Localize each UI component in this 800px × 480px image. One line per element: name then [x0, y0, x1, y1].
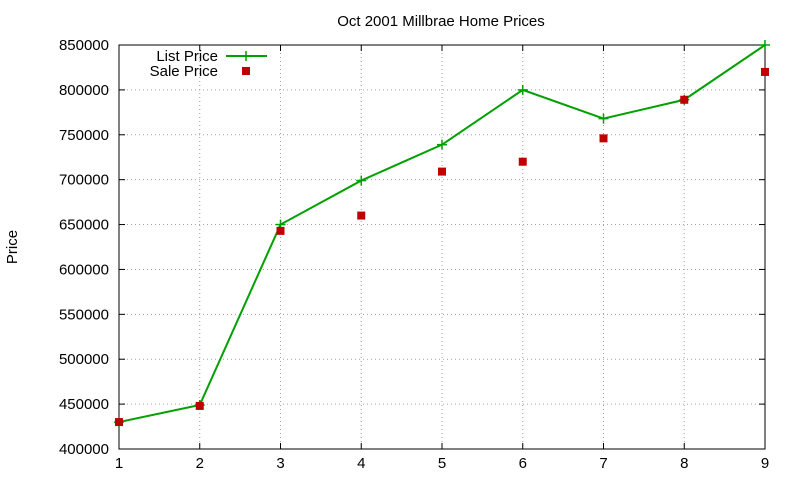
y-axis-label: Price [4, 230, 21, 264]
sale-price-point [438, 167, 446, 176]
series-layer [114, 40, 770, 428]
x-tick-label: 4 [357, 455, 365, 472]
x-tick-label: 8 [680, 455, 688, 472]
legend-marker-sale-price [242, 67, 250, 75]
x-tick-label: 9 [761, 455, 769, 472]
list-price-point [598, 113, 609, 124]
list-price-point [517, 84, 528, 95]
y-tick-label: 550000 [59, 306, 109, 323]
sale-price-point [518, 157, 527, 166]
y-tick-label: 500000 [59, 351, 109, 368]
sale-price-point [195, 401, 204, 410]
y-tick-label: 700000 [59, 172, 109, 189]
x-tick-label: 6 [519, 455, 527, 472]
legend-label-sale-price: Sale Price [150, 63, 218, 80]
y-tick-label: 650000 [59, 217, 109, 234]
legend-marker-list-price [241, 51, 251, 61]
list-price-point [437, 139, 447, 150]
x-tick-label: 2 [196, 455, 204, 472]
y-tick-label: 450000 [59, 396, 109, 413]
x-tick-label: 1 [115, 455, 123, 472]
x-tick-label: 7 [599, 455, 607, 472]
y-tick-label: 750000 [59, 127, 109, 144]
y-tick-label: 850000 [59, 37, 109, 54]
y-tick-label: 600000 [59, 261, 109, 278]
sale-price-series [115, 67, 769, 427]
list-price-point [760, 40, 770, 50]
legend-label-list-price: List Price [156, 48, 218, 65]
x-tick-label: 3 [276, 455, 284, 472]
sale-price-point [357, 211, 366, 220]
chart-title: Oct 2001 Millbrae Home Prices [337, 13, 545, 30]
sale-price-point [680, 95, 689, 104]
sale-price-point [276, 226, 285, 235]
x-tick-label: 5 [438, 455, 446, 472]
x-axis: 1 2 3 4 5 6 7 8 9 [115, 45, 769, 472]
y-tick-label: 400000 [59, 441, 109, 458]
y-axis: 400000 450000 500000 550000 600000 650000 7000… [59, 37, 765, 458]
sale-price-point [761, 67, 769, 76]
grid [119, 45, 765, 449]
sale-price-point [599, 134, 608, 143]
list-price-point [356, 175, 367, 186]
y-tick-label: 800000 [59, 82, 109, 99]
sale-price-point [115, 418, 123, 427]
